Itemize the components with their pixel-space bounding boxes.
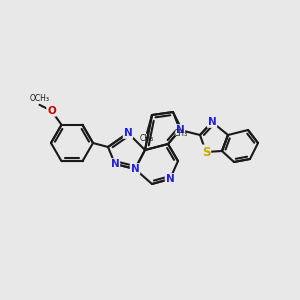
Text: N: N <box>176 125 184 135</box>
Text: N: N <box>166 174 174 184</box>
Text: N: N <box>124 128 132 138</box>
Text: OCH₃: OCH₃ <box>29 94 50 103</box>
Text: N: N <box>130 164 140 174</box>
Text: O: O <box>47 106 56 116</box>
Text: S: S <box>202 146 210 158</box>
Text: N: N <box>208 117 216 127</box>
Text: CH₃: CH₃ <box>140 134 154 143</box>
Text: N: N <box>111 159 119 169</box>
Text: CH₃: CH₃ <box>174 129 188 138</box>
